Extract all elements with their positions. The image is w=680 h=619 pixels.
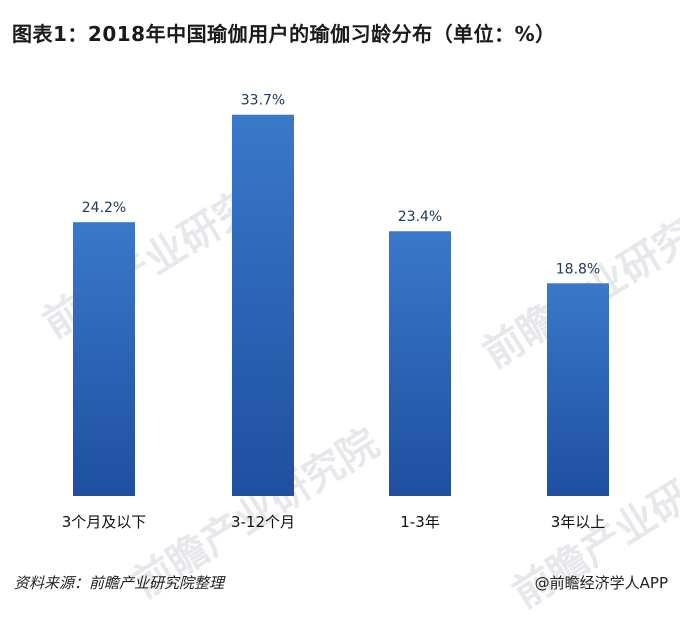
bar-2 [232, 114, 294, 497]
category-label: 3个月及以下 [62, 513, 147, 531]
bar-value-label: 23.4% [398, 209, 442, 225]
bar-1 [73, 222, 135, 497]
bar-value-label: 24.2% [82, 200, 126, 216]
chart-title: 图表1：2018年中国瑜伽用户的瑜伽习龄分布（单位：%） [12, 22, 556, 46]
category-label: 3年以上 [551, 513, 606, 531]
plot-area: 24.2% 3个月及以下 33.7% 3-12个月 23.4% 1-3年 18.8% 3年以上 [62, 93, 609, 531]
bar-value-label: 33.7% [241, 93, 285, 109]
category-label: 3-12个月 [231, 513, 295, 531]
source-note: 资料来源：前瞻产业研究院整理 [14, 574, 225, 592]
category-label: 1-3年 [400, 513, 440, 531]
bar-3 [389, 231, 451, 496]
bar-4 [547, 283, 609, 496]
credit-note: @前瞻经济学人APP [534, 574, 668, 592]
bar-value-label: 18.8% [556, 261, 600, 277]
